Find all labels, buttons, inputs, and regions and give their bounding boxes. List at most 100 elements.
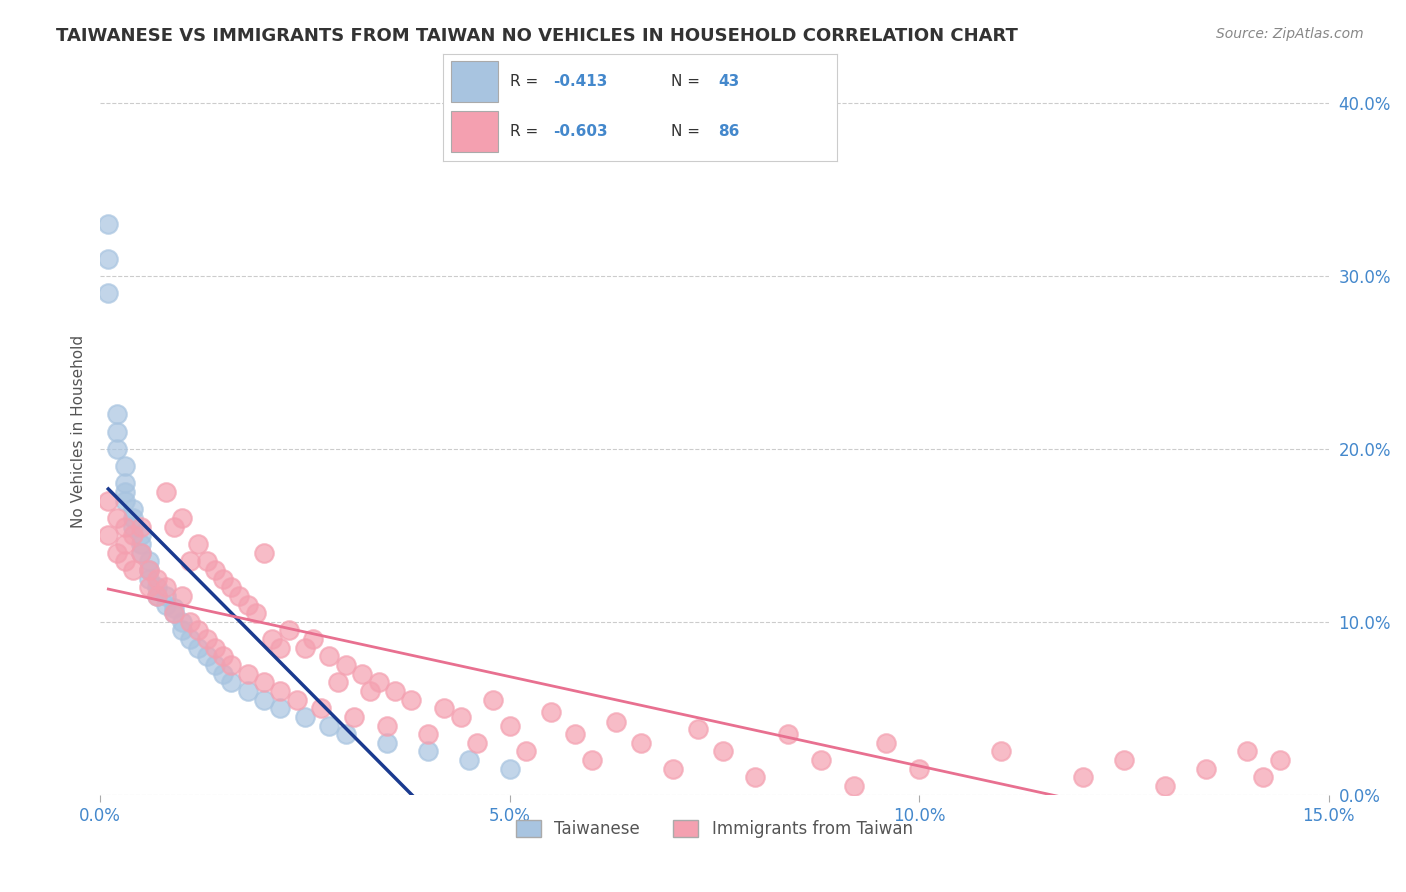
Point (146, 580, 169, 594)
FancyBboxPatch shape (451, 112, 498, 152)
Text: N =: N = (671, 74, 704, 89)
Point (114, 476, 136, 491)
Point (375, 736, 398, 750)
Point (170, 589, 193, 603)
Point (114, 485, 136, 500)
Point (122, 528, 145, 542)
Point (105, 442, 128, 456)
Point (335, 658, 357, 673)
Point (450, 710, 472, 724)
Point (1195, 762, 1218, 776)
Point (778, 727, 800, 741)
Point (236, 598, 259, 612)
FancyBboxPatch shape (451, 61, 498, 102)
Point (163, 606, 186, 620)
Point (212, 572, 235, 586)
Point (457, 753, 479, 767)
Point (122, 511, 145, 525)
Point (277, 624, 299, 638)
Point (564, 727, 586, 741)
Y-axis label: No Vehicles in Household: No Vehicles in Household (72, 335, 86, 528)
Point (686, 722, 709, 736)
Point (465, 736, 488, 750)
Point (105, 425, 128, 439)
Point (401, 692, 423, 706)
Point (146, 589, 169, 603)
Point (170, 511, 193, 525)
Point (269, 684, 291, 698)
Point (581, 753, 603, 767)
Point (744, 771, 766, 785)
Point (1112, 753, 1135, 767)
Point (105, 546, 128, 560)
Point (114, 493, 136, 508)
Point (219, 658, 242, 673)
Point (416, 727, 439, 741)
Point (204, 563, 226, 577)
Point (122, 519, 145, 533)
Point (302, 632, 325, 646)
Point (294, 640, 316, 655)
Point (433, 701, 456, 715)
Point (990, 744, 1012, 758)
Point (630, 736, 652, 750)
Point (187, 624, 209, 638)
Point (1071, 771, 1094, 785)
Point (318, 718, 340, 732)
Point (253, 675, 276, 690)
Text: 43: 43 (718, 74, 740, 89)
Text: R =: R = (510, 74, 543, 89)
Text: -0.413: -0.413 (553, 74, 607, 89)
Point (138, 563, 160, 577)
Point (105, 511, 128, 525)
Point (179, 615, 201, 629)
Point (170, 624, 193, 638)
Point (155, 598, 177, 612)
Point (129, 537, 152, 551)
Point (163, 601, 186, 615)
Point (114, 459, 136, 474)
Point (105, 407, 128, 421)
Point (114, 537, 136, 551)
Point (204, 640, 226, 655)
Point (269, 701, 291, 715)
Point (146, 589, 169, 603)
Point (212, 666, 235, 681)
Point (129, 546, 152, 560)
Point (499, 718, 522, 732)
Point (375, 718, 398, 732)
Point (262, 632, 284, 646)
Point (236, 684, 259, 698)
Point (384, 684, 406, 698)
Point (1236, 744, 1258, 758)
Point (326, 675, 349, 690)
Point (138, 580, 160, 594)
Point (187, 640, 209, 655)
Point (146, 572, 169, 586)
Point (605, 715, 627, 730)
Point (219, 580, 242, 594)
Point (155, 589, 177, 603)
Point (97, 528, 120, 542)
Point (228, 589, 250, 603)
Point (499, 762, 522, 776)
Point (482, 692, 505, 706)
Point (187, 537, 209, 551)
Point (662, 762, 685, 776)
Point (129, 528, 152, 542)
Point (219, 675, 242, 690)
Point (711, 744, 734, 758)
Point (129, 546, 152, 560)
Point (352, 666, 374, 681)
Point (253, 692, 276, 706)
Point (170, 615, 193, 629)
Point (294, 710, 316, 724)
Point (335, 727, 357, 741)
Point (540, 705, 562, 719)
Text: 86: 86 (718, 124, 740, 139)
Text: N =: N = (671, 124, 704, 139)
Point (155, 485, 177, 500)
Point (245, 606, 267, 620)
Point (97, 217, 120, 231)
Point (908, 762, 931, 776)
